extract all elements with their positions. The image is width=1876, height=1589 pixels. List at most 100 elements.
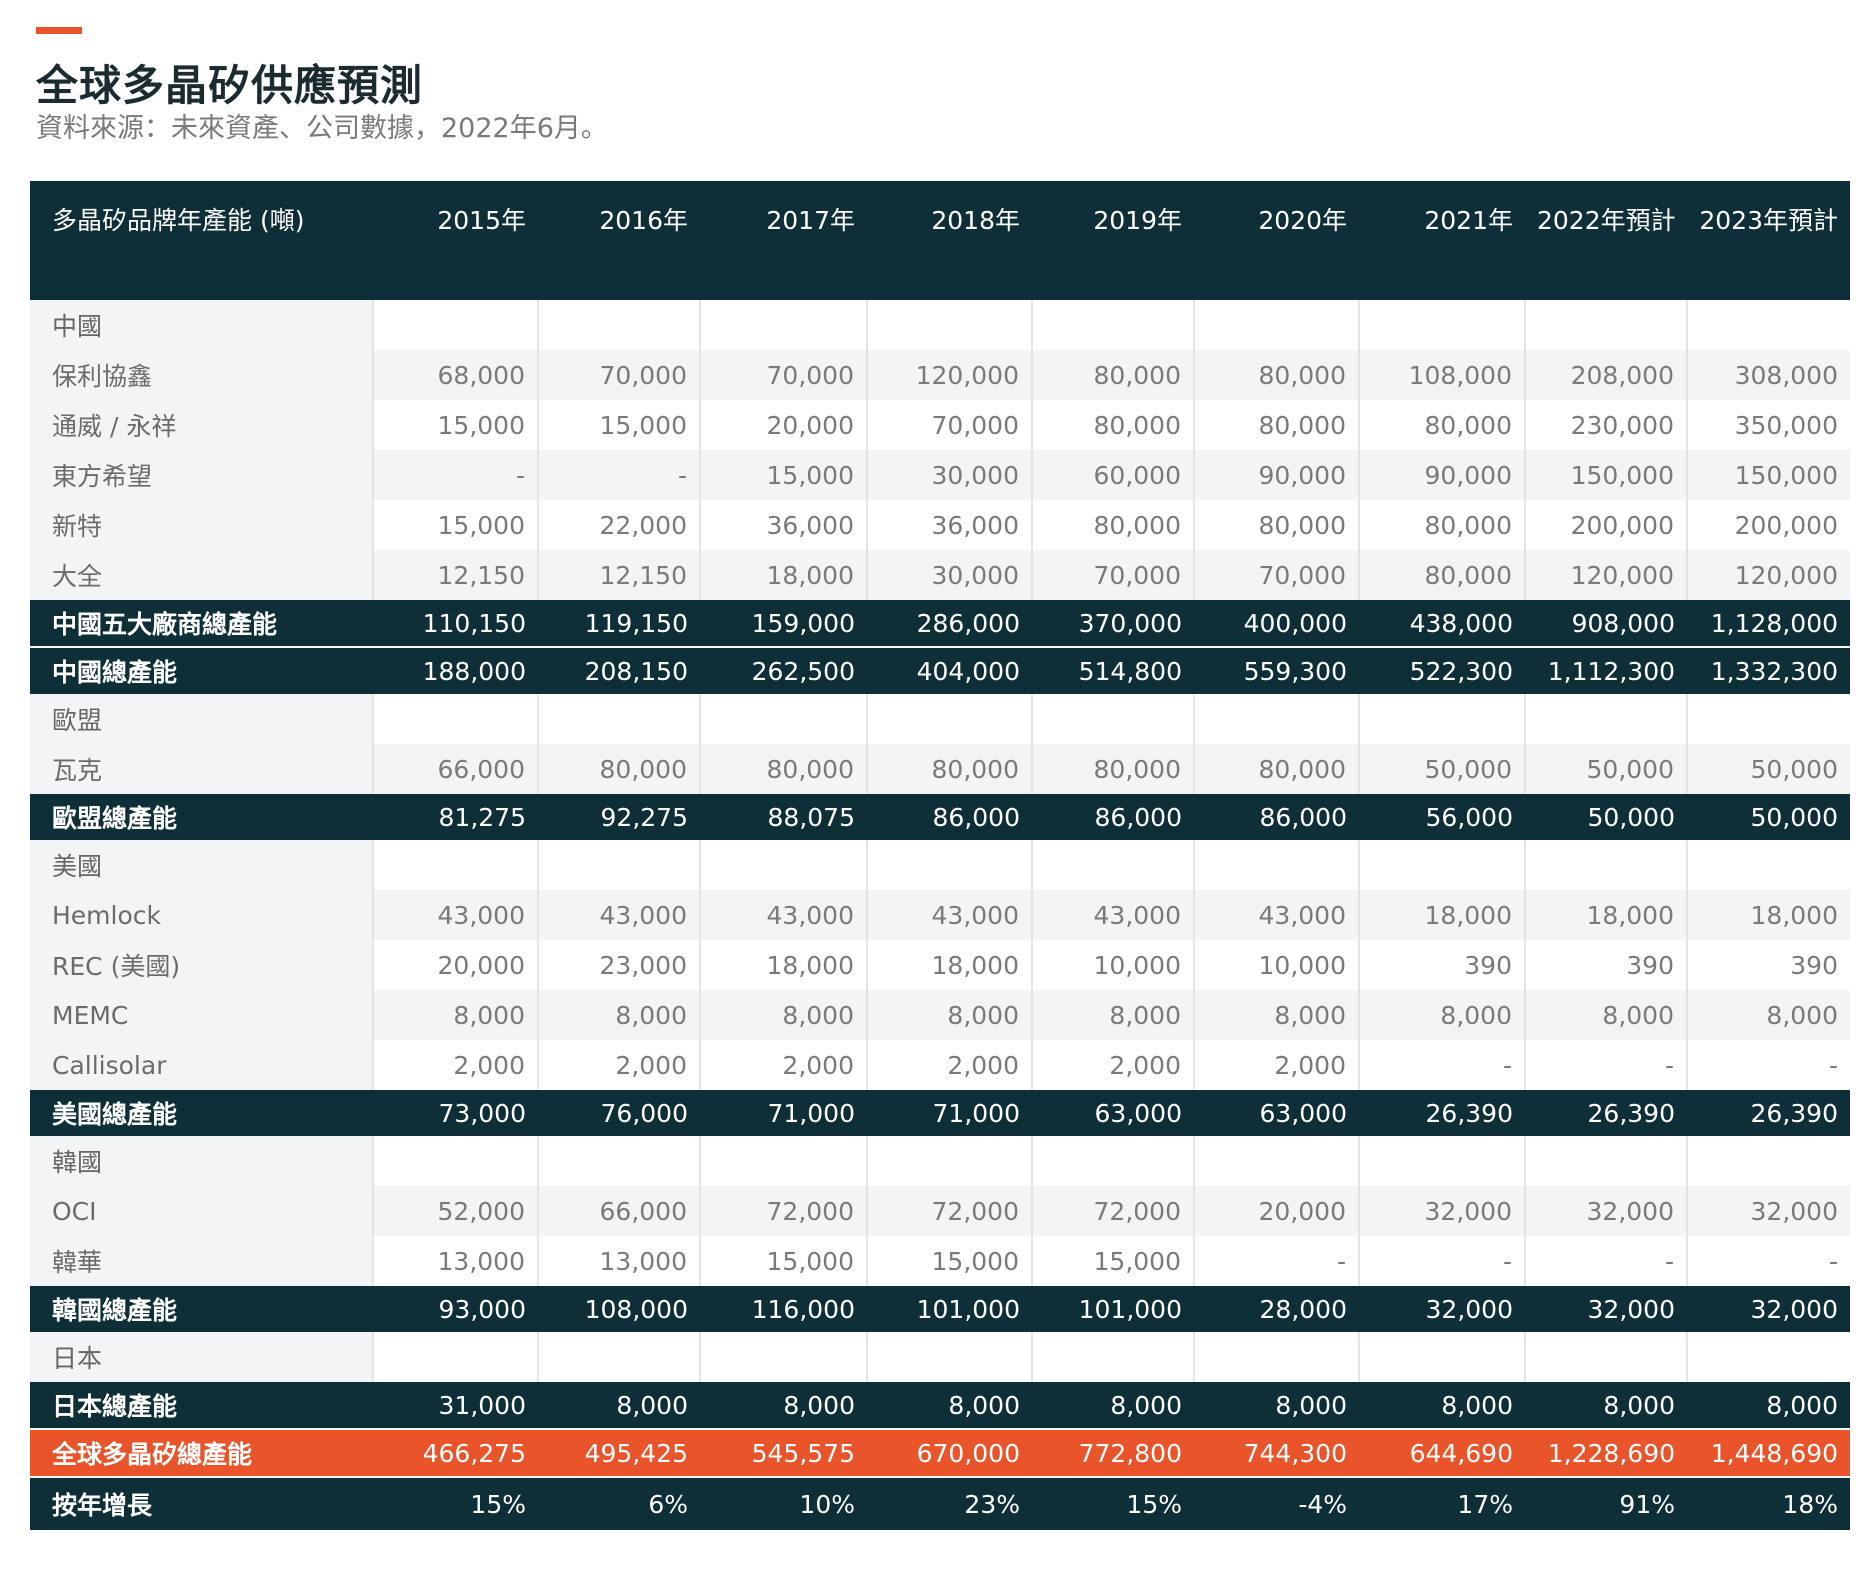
table-cell — [1031, 1136, 1194, 1186]
table-cell: 80,000 — [1031, 350, 1194, 400]
table-cell — [537, 1332, 700, 1382]
table-cell: 26,390 — [1687, 1090, 1850, 1136]
table-cell: 36,000 — [699, 500, 867, 550]
table-cell: 81,275 — [373, 794, 538, 840]
table-cell: 43,000 — [866, 890, 1032, 940]
table-row: 大全 12,150 12,150 18,000 30,000 70,000 70,000 80… — [30, 550, 1850, 600]
table-cell: 50,000 — [1358, 744, 1525, 794]
row-label: 全球多晶矽總產能 — [30, 1428, 373, 1477]
table-cell: 108,000 — [1358, 350, 1525, 400]
table-cell: 12,150 — [372, 550, 538, 600]
row-label: 韓華 — [30, 1236, 373, 1286]
table-cell: 2,000 — [1193, 1040, 1359, 1090]
table-cell: 230,000 — [1524, 400, 1687, 450]
row-label: 大全 — [30, 550, 373, 600]
table-cell: 72,000 — [866, 1186, 1032, 1236]
header-year: 2017年 — [700, 181, 867, 300]
table-cell: 159,000 — [700, 600, 867, 647]
table-cell: 522,300 — [1359, 646, 1525, 694]
table-cell: 208,000 — [1524, 350, 1687, 400]
table-cell — [372, 1136, 538, 1186]
group-row: 中國 — [30, 300, 1850, 350]
table-cell: 31,000 — [373, 1382, 538, 1429]
table-cell: 80,000 — [1358, 500, 1525, 550]
table-cell: 70,000 — [699, 350, 867, 400]
table-cell: 15,000 — [699, 1236, 867, 1286]
table-cell: 2,000 — [1031, 1040, 1194, 1090]
table-cell: 23% — [867, 1476, 1032, 1530]
table-cell — [1031, 1332, 1194, 1382]
table-cell: 70,000 — [537, 350, 700, 400]
table-cell: 80,000 — [866, 744, 1032, 794]
table-row: MEMC 8,000 8,000 8,000 8,000 8,000 8,000 8,000 8… — [30, 990, 1850, 1040]
table-cell — [1193, 300, 1359, 350]
table-cell: 20,000 — [699, 400, 867, 450]
table-cell: - — [1524, 1040, 1687, 1090]
table-cell — [537, 1136, 700, 1186]
table-cell: 13,000 — [372, 1236, 538, 1286]
table-cell: 80,000 — [1193, 350, 1359, 400]
header-year: 2016年 — [538, 181, 700, 300]
table-cell: 91% — [1525, 1476, 1687, 1530]
table-cell: 18,000 — [866, 940, 1032, 990]
row-label: 中國 — [30, 300, 373, 350]
table-cell — [1031, 840, 1194, 890]
table-cell: 80,000 — [1193, 744, 1359, 794]
table-cell: 466,275 — [373, 1428, 538, 1477]
table-cell: 8,000 — [538, 1382, 700, 1429]
row-label: 韓國總產能 — [30, 1286, 373, 1332]
table-cell: 43,000 — [537, 890, 700, 940]
table-cell — [372, 694, 538, 744]
table-cell: 80,000 — [699, 744, 867, 794]
table-cell: 12,150 — [537, 550, 700, 600]
row-label: REC (美國) — [30, 940, 373, 990]
row-label: 中國總產能 — [30, 646, 373, 694]
group-row: 美國 — [30, 840, 1850, 890]
subtotal-row: 歐盟總產能 81,275 92,275 88,075 86,000 86,000 86,00… — [30, 794, 1850, 840]
subtotal-row: 日本總產能 31,000 8,000 8,000 8,000 8,000 8,000 8,00… — [30, 1382, 1850, 1429]
table-cell: 71,000 — [867, 1090, 1032, 1136]
table-cell: 120,000 — [866, 350, 1032, 400]
table-cell: - — [1358, 1236, 1525, 1286]
table-cell: 90,000 — [1193, 450, 1359, 500]
table-header-row: 多晶矽品牌年產能 (噸) 2015年 2016年 2017年 2018年 2019年 202… — [30, 181, 1850, 300]
table-cell: 52,000 — [372, 1186, 538, 1236]
table-row: 新特 15,000 22,000 36,000 36,000 80,000 80,000 80… — [30, 500, 1850, 550]
table-cell — [372, 300, 538, 350]
table-cell: 63,000 — [1032, 1090, 1194, 1136]
table-cell: 370,000 — [1032, 600, 1194, 647]
table-cell: 30,000 — [866, 450, 1032, 500]
table-cell: 404,000 — [867, 646, 1032, 694]
table-cell: 32,000 — [1358, 1186, 1525, 1236]
table-cell: 43,000 — [699, 890, 867, 940]
table-cell — [699, 1136, 867, 1186]
table-cell: 8,000 — [1359, 1382, 1525, 1429]
table-cell: 772,800 — [1032, 1428, 1194, 1477]
table-cell: 22,000 — [537, 500, 700, 550]
table-cell — [1358, 1136, 1525, 1186]
row-label: Callisolar — [30, 1040, 373, 1090]
table-cell: 15,000 — [372, 500, 538, 550]
table-cell: 71,000 — [700, 1090, 867, 1136]
table-cell: 1,112,300 — [1525, 646, 1687, 694]
table-cell: 545,575 — [700, 1428, 867, 1477]
table-cell — [1524, 300, 1687, 350]
table-cell: 50,000 — [1525, 794, 1687, 840]
row-label: Hemlock — [30, 890, 373, 940]
table-cell: 110,150 — [373, 600, 538, 647]
table-cell: 18,000 — [1524, 890, 1687, 940]
table-cell: 60,000 — [1031, 450, 1194, 500]
table-cell: 101,000 — [867, 1286, 1032, 1332]
table-cell — [699, 840, 867, 890]
row-label: 美國 — [30, 840, 373, 890]
table-cell: 80,000 — [1358, 400, 1525, 450]
table-cell: - — [1524, 1236, 1687, 1286]
table-cell: 10% — [700, 1476, 867, 1530]
table-cell: 86,000 — [867, 794, 1032, 840]
table-cell: 390 — [1524, 940, 1687, 990]
row-label: OCI — [30, 1186, 373, 1236]
table-cell — [699, 300, 867, 350]
table-cell — [866, 840, 1032, 890]
table-cell: 200,000 — [1686, 500, 1850, 550]
table-cell — [1524, 1136, 1687, 1186]
